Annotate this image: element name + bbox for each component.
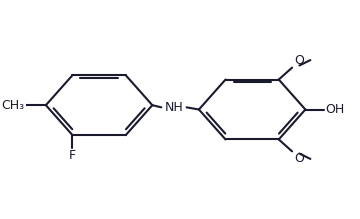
Text: O: O xyxy=(295,54,305,67)
Text: NH: NH xyxy=(165,101,183,114)
Text: F: F xyxy=(69,149,76,162)
Text: CH₃: CH₃ xyxy=(1,99,24,112)
Text: O: O xyxy=(295,152,305,165)
Text: OH: OH xyxy=(325,103,345,116)
